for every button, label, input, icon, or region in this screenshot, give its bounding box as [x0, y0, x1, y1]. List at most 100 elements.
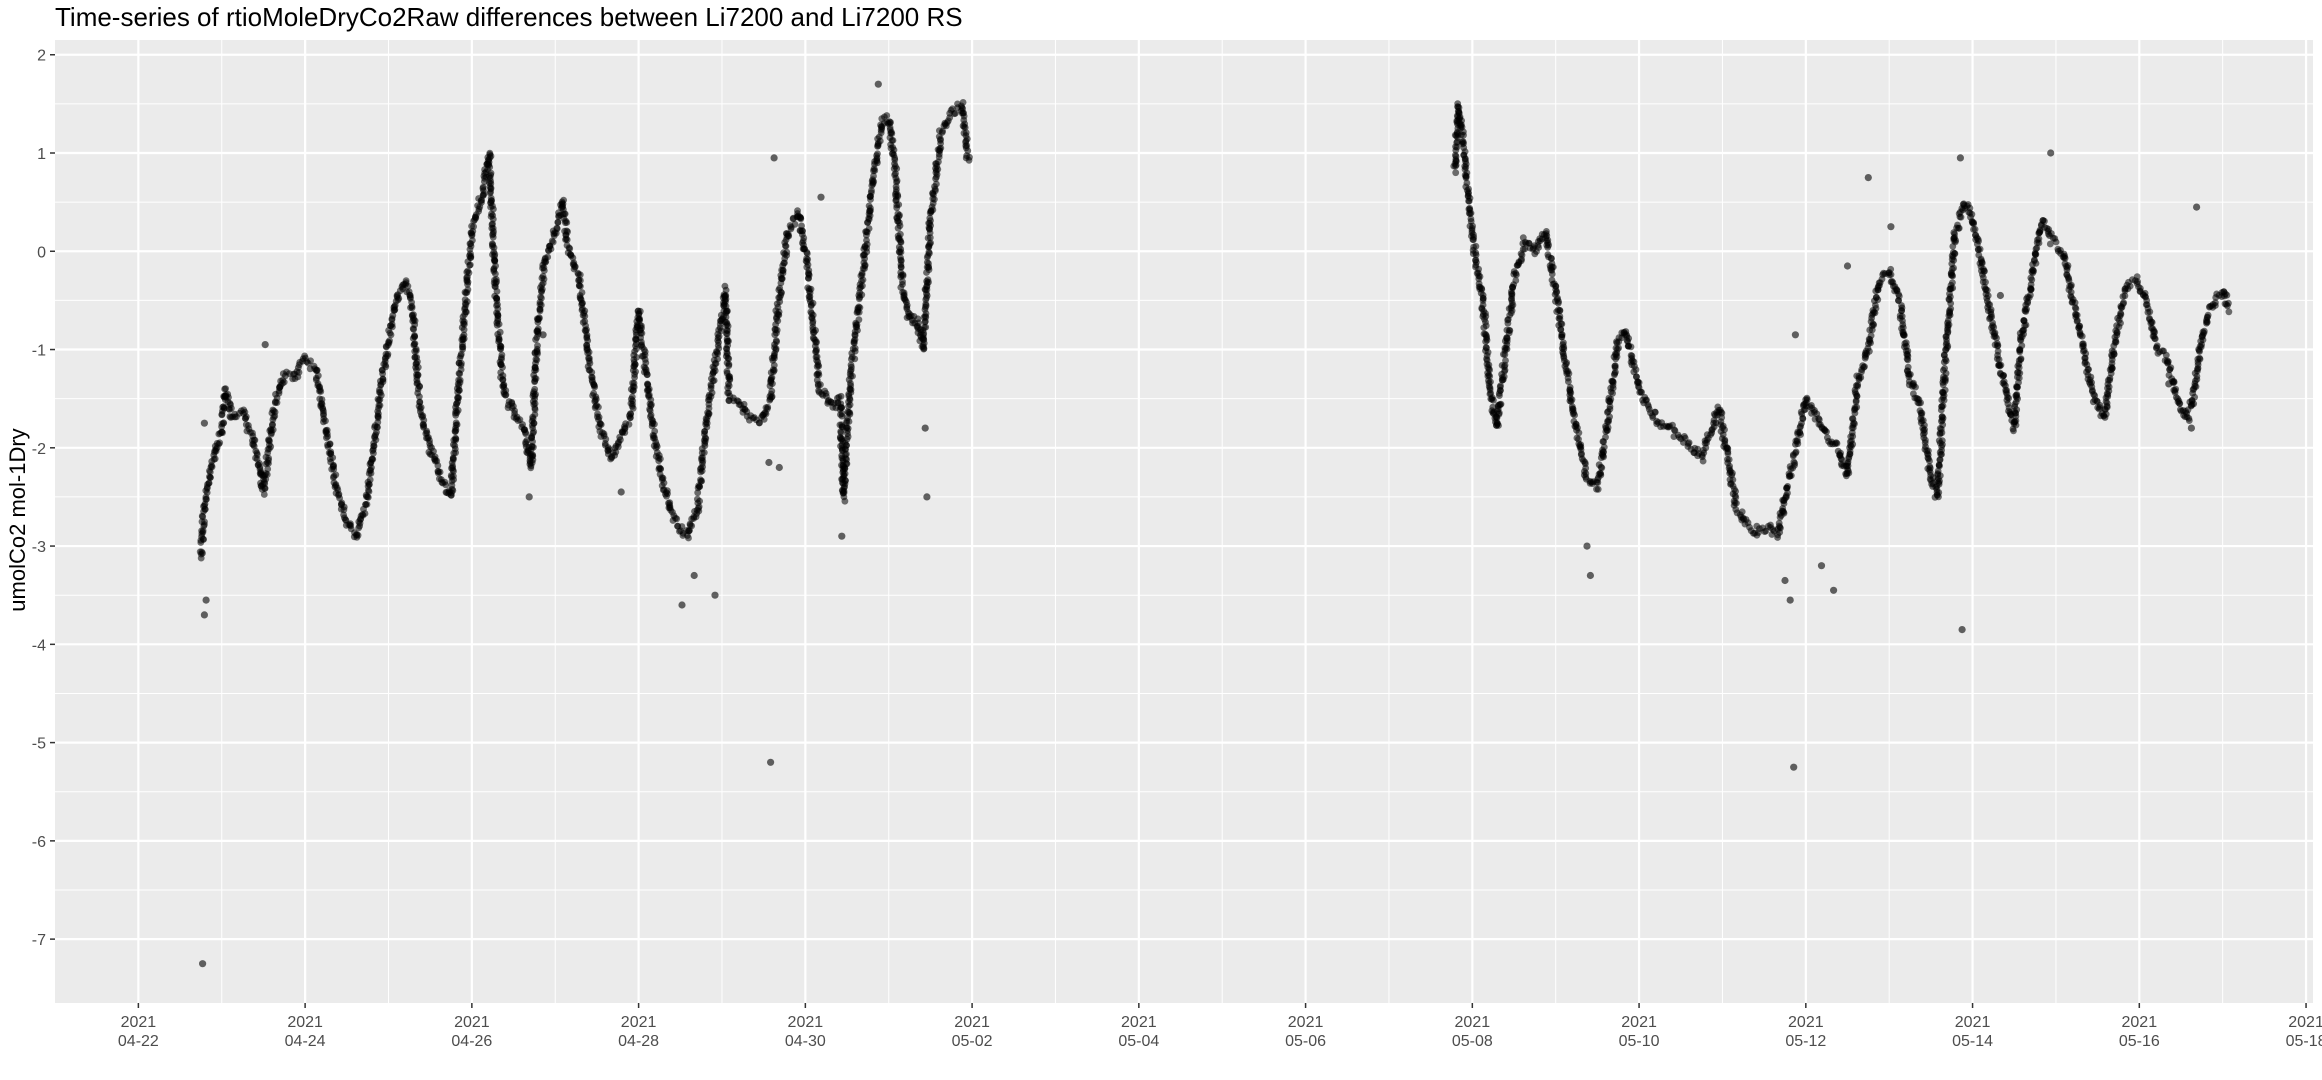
x-tick-label: 2021 04-30 [785, 1014, 826, 1050]
data-point [1681, 434, 1689, 442]
data-point [2162, 351, 2170, 359]
data-point [839, 487, 847, 495]
data-point [490, 268, 498, 275]
data-point [2060, 254, 2068, 262]
y-tick-label: -4 [32, 637, 46, 654]
data-point [888, 137, 896, 144]
data-point [817, 381, 824, 389]
outlier-point [690, 571, 698, 580]
data-point [267, 443, 275, 451]
data-point [2110, 348, 2118, 356]
data-point [1472, 242, 1480, 250]
data-point [579, 299, 586, 307]
data-point [530, 388, 538, 395]
data-point [1912, 383, 1919, 391]
data-point [927, 217, 934, 225]
data-point [774, 303, 782, 311]
data-point [627, 410, 635, 418]
data-point [2204, 311, 2212, 319]
data-point [301, 352, 308, 360]
outlier-point [617, 488, 625, 496]
data-point [803, 250, 811, 257]
data-point [1609, 384, 1617, 392]
data-point [1482, 338, 1489, 345]
x-tick-label: 2021 04-28 [618, 1014, 659, 1050]
data-point [449, 455, 457, 462]
data-point [863, 237, 870, 244]
data-point [586, 367, 594, 374]
data-point [342, 516, 349, 523]
data-point [937, 135, 944, 143]
x-axis: 2021 04-22 2021 04-24 2021 04-26 2021 04-28 2021… [118, 1003, 2322, 1050]
data-point [487, 171, 495, 179]
data-point [584, 349, 592, 357]
data-point [531, 400, 539, 407]
data-point [2223, 291, 2231, 299]
data-point [632, 368, 639, 375]
data-point [540, 275, 548, 283]
data-point [673, 515, 681, 523]
data-point [794, 207, 801, 215]
data-point [697, 465, 704, 473]
data-point [1560, 352, 1568, 360]
data-point [463, 289, 471, 296]
x-tick-label: 2021 05-14 [1952, 1014, 1993, 1050]
data-point [1852, 390, 1860, 398]
data-point [852, 321, 860, 328]
data-point [2151, 335, 2159, 343]
data-point [1558, 320, 1566, 328]
data-point [1582, 460, 1589, 468]
x-tick-label: 2021 05-10 [1619, 1014, 1660, 1050]
data-point [411, 333, 418, 341]
data-point [1900, 331, 1907, 339]
data-point [241, 415, 249, 422]
outlier-point [1586, 571, 1594, 580]
outlier-point [711, 591, 719, 599]
data-point [2225, 299, 2232, 307]
data-point [933, 180, 940, 188]
data-point [797, 214, 804, 222]
data-point [441, 478, 449, 486]
data-point [472, 213, 479, 221]
data-point [459, 313, 467, 321]
data-point [532, 355, 540, 363]
data-point [939, 127, 946, 135]
outlier-point [1958, 626, 1966, 634]
data-point [962, 142, 970, 150]
data-point [725, 382, 733, 390]
data-point [923, 263, 931, 271]
data-point [534, 342, 541, 350]
data-point [856, 289, 864, 297]
data-point [896, 222, 904, 230]
data-point [717, 327, 725, 335]
x-tick-label: 2021 04-26 [451, 1014, 492, 1050]
data-point [868, 187, 875, 194]
data-point [1512, 277, 1520, 284]
data-point [685, 527, 693, 535]
data-point [966, 153, 973, 161]
y-tick-label: -2 [32, 441, 46, 458]
data-point [1505, 327, 1513, 334]
data-point [1651, 408, 1659, 416]
data-point [449, 464, 456, 471]
data-point [2004, 400, 2012, 408]
data-point [322, 417, 329, 425]
data-point [963, 135, 971, 143]
data-point [458, 359, 465, 367]
data-point [534, 325, 542, 333]
data-point [783, 248, 791, 256]
data-point [1578, 450, 1585, 458]
data-point [408, 304, 416, 312]
data-point [1724, 450, 1732, 457]
outlier-point [1996, 291, 2004, 300]
data-point [645, 387, 652, 394]
data-point [813, 371, 821, 379]
data-point [196, 548, 204, 556]
data-point [1738, 508, 1746, 516]
data-point [1502, 357, 1509, 364]
outlier-point [838, 532, 846, 540]
data-point [353, 531, 361, 538]
data-point [538, 294, 545, 302]
data-point [924, 276, 932, 284]
data-point [454, 406, 462, 414]
